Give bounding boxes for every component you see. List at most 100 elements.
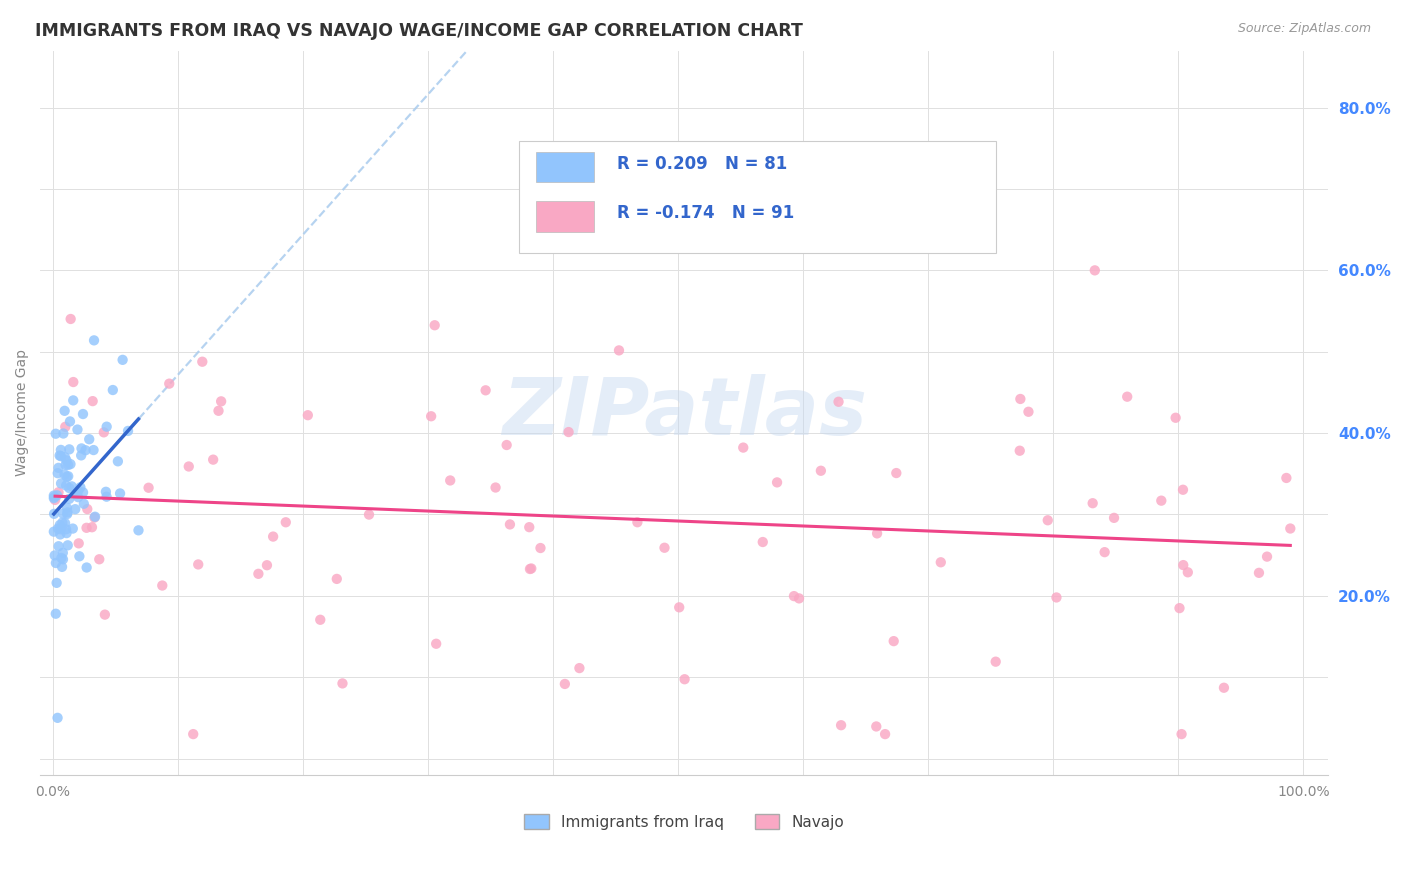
Point [46,522,69,536]
Point [94,607,117,622]
Point [62,375,84,389]
Point [1171,483,1194,497]
Text: R = 0.209   N = 81: R = 0.209 N = 81 [617,154,787,173]
Point [357,508,380,522]
Point [59,312,82,326]
Point [48,539,70,553]
Point [49,518,72,533]
Point [51,560,73,574]
Point [752,535,775,549]
Point [423,318,446,333]
Text: IMMIGRANTS FROM IRAQ VS NAVAJO WAGE/INCOME GAP CORRELATION CHART: IMMIGRANTS FROM IRAQ VS NAVAJO WAGE/INCO… [35,22,803,40]
Point [332,676,354,690]
Point [58,469,80,483]
Point [875,727,897,741]
Point [247,566,270,581]
Point [96,419,118,434]
Point [60,479,83,493]
Point [49,442,72,457]
Point [256,558,278,573]
Point [439,474,461,488]
Point [499,517,522,532]
Point [1170,727,1192,741]
Point [77,432,100,446]
Point [55,453,77,467]
Point [59,457,82,471]
Point [1045,591,1067,605]
Point [76,521,98,535]
Point [607,343,630,358]
Point [1084,263,1107,277]
Point [107,454,129,468]
Point [866,526,889,541]
Point [138,481,160,495]
Point [56,538,79,552]
Point [1164,410,1187,425]
Point [51,516,73,530]
Point [49,449,72,463]
Point [824,198,846,212]
Point [76,502,98,516]
Point [62,522,84,536]
Point [70,442,93,456]
Point [1102,511,1125,525]
FancyBboxPatch shape [536,152,595,183]
Point [484,481,506,495]
Point [733,441,755,455]
Point [83,334,105,348]
Point [62,393,84,408]
Point [58,442,80,457]
Point [67,483,90,498]
Point [93,425,115,440]
Point [191,355,214,369]
Point [66,423,89,437]
Point [75,443,97,458]
Point [76,560,98,574]
Point [783,589,806,603]
Point [49,522,72,536]
Point [1116,390,1139,404]
Point [1177,566,1199,580]
Point [46,488,69,502]
Point [1279,522,1302,536]
Point [207,404,229,418]
Point [127,524,149,538]
Point [830,718,852,732]
Point [46,711,69,725]
FancyBboxPatch shape [536,202,595,232]
Point [45,575,67,590]
Point [517,520,540,534]
Point [884,466,907,480]
Point [883,634,905,648]
Point [42,507,65,521]
Point [55,526,77,541]
Point [67,549,90,564]
Point [529,541,551,555]
Point [202,452,225,467]
Point [984,655,1007,669]
Point [73,497,96,511]
Point [42,491,65,505]
Point [787,591,810,606]
Point [181,727,204,741]
Point [52,426,75,441]
Point [654,541,676,555]
Point [56,500,79,515]
Point [46,466,69,480]
Point [44,490,66,504]
Point [262,530,284,544]
Point [673,672,696,686]
Point [568,661,591,675]
Point [53,516,76,531]
Point [1173,558,1195,573]
Point [52,552,75,566]
Point [1094,545,1116,559]
Point [48,485,70,500]
Point [519,562,541,576]
Point [49,476,72,491]
Point [72,407,94,421]
Point [101,383,124,397]
Text: Source: ZipAtlas.com: Source: ZipAtlas.com [1237,22,1371,36]
Point [1010,392,1032,406]
Point [1256,549,1278,564]
